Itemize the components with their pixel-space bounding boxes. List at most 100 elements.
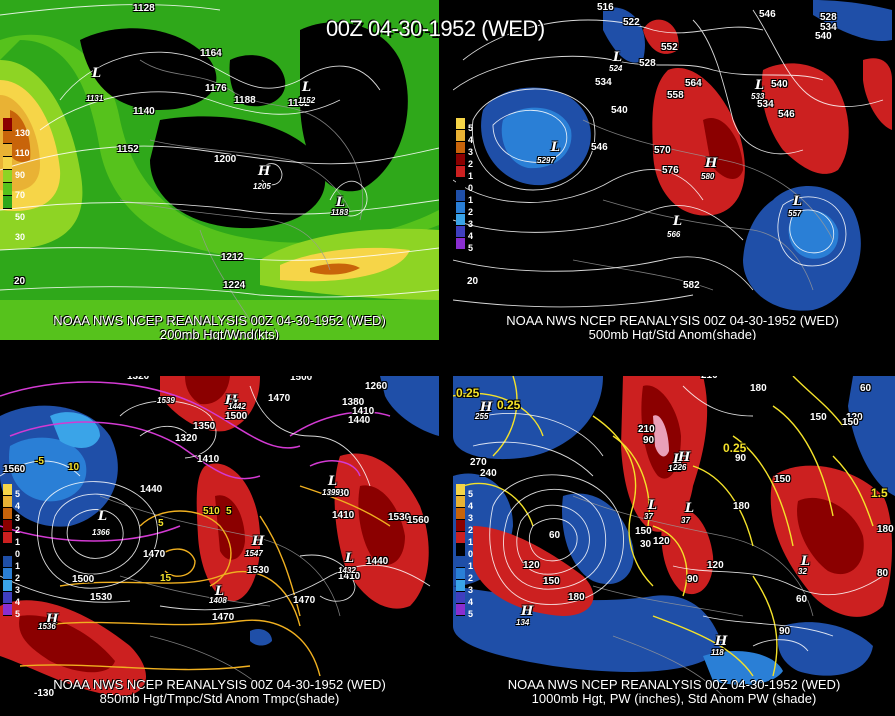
low-pressure-marker: L bbox=[673, 214, 683, 229]
contour-label: 1470 bbox=[143, 549, 166, 560]
contour-label: 1260 bbox=[365, 381, 388, 392]
anomaly-legend: 5 4 3 2 1 0 1 2 3 4 5 bbox=[456, 118, 473, 253]
caption-field: 850mb Hgt/Tmpc/Std Anom Tmpc(shade) bbox=[99, 691, 340, 706]
temperature-label: 15 bbox=[160, 573, 172, 584]
system-value: 37 bbox=[681, 516, 690, 525]
contour-label: 1152 bbox=[288, 98, 310, 109]
contour-label: 30 bbox=[640, 539, 652, 550]
contour-label: 1140 bbox=[133, 106, 155, 117]
pw-label: 1.5 bbox=[871, 486, 888, 500]
legend-tick: 0 bbox=[468, 183, 474, 193]
legend-tick: 5 bbox=[468, 123, 474, 133]
contour-label: 120 bbox=[523, 560, 540, 571]
legend-tick: 70 bbox=[15, 190, 26, 200]
contour-label: 534 bbox=[820, 22, 837, 33]
low-pressure-marker: L bbox=[98, 509, 108, 524]
legend-tick: 3 bbox=[15, 585, 21, 595]
map-1000mb bbox=[453, 376, 895, 716]
high-pressure-marker: H bbox=[225, 393, 238, 408]
legend-tick: 1 bbox=[468, 561, 474, 571]
contour-label: 1128 bbox=[133, 3, 155, 14]
corner-label: -130 bbox=[34, 688, 55, 699]
legend-tick: 5 bbox=[468, 243, 474, 253]
legend-tick: 1 bbox=[468, 537, 474, 547]
contour-label: 150 bbox=[635, 526, 652, 537]
low-pressure-marker: L bbox=[755, 78, 765, 93]
system-value: 1539 bbox=[157, 396, 175, 405]
contour-label: 1410 bbox=[352, 406, 375, 417]
contour-label: 540 bbox=[815, 31, 832, 42]
system-value: 524 bbox=[609, 64, 623, 73]
caption-field: 500mb Hgt/Std Anom(shade) bbox=[588, 327, 757, 341]
low-pressure-marker: L bbox=[345, 551, 355, 566]
system-value: 533 bbox=[751, 92, 765, 101]
legend-tick: 4 bbox=[15, 597, 21, 607]
anomaly-legend: 5 4 3 2 1 0 1 2 3 4 5 bbox=[456, 484, 473, 619]
pw-label: 0.25 bbox=[723, 441, 747, 455]
contour-label: 1410 bbox=[338, 571, 361, 582]
contour-label: 546 bbox=[591, 142, 608, 153]
system-value: 37 bbox=[644, 512, 653, 521]
high-pressure-marker: H bbox=[521, 604, 534, 619]
system-value: 118 bbox=[711, 648, 724, 657]
contour-label: 150 bbox=[810, 412, 827, 423]
system-value: 1131 bbox=[86, 94, 104, 103]
low-pressure-marker: L bbox=[302, 80, 312, 95]
legend-tick: 2 bbox=[15, 525, 21, 535]
high-pressure-marker: H bbox=[258, 164, 271, 179]
contour-label: 150 bbox=[842, 417, 859, 428]
panel-caption: NOAA NWS NCEP REANALYSIS 00Z 04-30-1952 … bbox=[0, 678, 439, 706]
contour-label: 540 bbox=[771, 79, 788, 90]
pw-label: 0.25 bbox=[456, 386, 480, 400]
contour-label: 1380 bbox=[342, 397, 365, 408]
contour-label: 60 bbox=[796, 594, 808, 605]
system-value: 1432 bbox=[338, 566, 356, 575]
high-pressure-marker: H bbox=[678, 450, 691, 465]
contour-label: 1176 bbox=[205, 83, 227, 94]
panel-caption: NOAA NWS NCEP REANALYSIS 00Z 04-30-1952 … bbox=[0, 314, 439, 341]
temperature-label: 510 bbox=[203, 506, 220, 517]
contour-label: 120 bbox=[707, 560, 724, 571]
contour-label: 528 bbox=[639, 58, 656, 69]
contour-label: 270 bbox=[470, 457, 487, 468]
contour-label: 1470 bbox=[293, 595, 316, 606]
contour-label: 1560 bbox=[3, 464, 26, 475]
page-title: 00Z 04-30-1952 (WED) bbox=[326, 16, 545, 41]
caption-source: NOAA NWS NCEP REANALYSIS 00Z 04-30-1952 … bbox=[53, 677, 386, 692]
contour-label: 1320 bbox=[127, 376, 150, 382]
contour-label: 1500 bbox=[72, 574, 95, 585]
contour-label: 546 bbox=[778, 109, 795, 120]
legend-tick: 2 bbox=[468, 207, 474, 217]
contour-label: 558 bbox=[667, 90, 684, 101]
legend-tick: 4 bbox=[15, 501, 21, 511]
panel-caption: NOAA NWS NCEP REANALYSIS 00Z 04-30-1952 … bbox=[453, 678, 895, 706]
high-pressure-marker: H bbox=[705, 156, 718, 171]
contour-label: 1188 bbox=[234, 95, 256, 106]
legend-tick: 3 bbox=[15, 513, 21, 523]
contour-label: 1164 bbox=[200, 48, 222, 59]
temperature-label: 5 bbox=[158, 518, 164, 529]
legend-tick: 0 bbox=[15, 549, 21, 559]
system-value: 32 bbox=[798, 567, 807, 576]
legend-tick: 110 bbox=[15, 148, 30, 158]
contour-label: 150 bbox=[774, 474, 791, 485]
legend-tick: 50 bbox=[15, 212, 26, 222]
low-pressure-marker: L bbox=[551, 140, 561, 155]
contour-label: 210 bbox=[701, 376, 718, 381]
contour-label: 1440 bbox=[140, 484, 163, 495]
contour-label: 1500 bbox=[225, 411, 248, 422]
contour-label: 534 bbox=[595, 77, 612, 88]
contour-label: 1500 bbox=[290, 376, 313, 383]
system-value: 1442 bbox=[228, 402, 246, 411]
corner-label: 20 bbox=[14, 276, 26, 287]
map-200mb bbox=[0, 0, 439, 340]
legend-tick: 5 bbox=[15, 489, 21, 499]
caption-field: 200mb Hgt/Wnd(kts) bbox=[159, 327, 280, 341]
system-value: 196 bbox=[668, 464, 682, 473]
system-value: 1408 bbox=[209, 596, 227, 605]
contour-label: 120 bbox=[846, 412, 863, 423]
contour-label: 180 bbox=[568, 592, 585, 603]
contour-label: 576 bbox=[662, 165, 679, 176]
contour-label: 90 bbox=[779, 626, 791, 637]
contour-label: 1440 bbox=[348, 415, 371, 426]
